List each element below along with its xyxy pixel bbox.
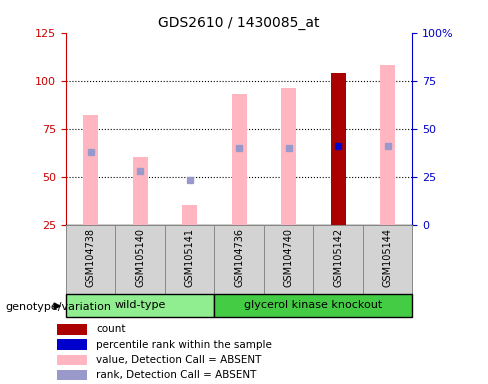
Text: GSM104740: GSM104740 bbox=[284, 228, 294, 287]
Text: value, Detection Call = ABSENT: value, Detection Call = ABSENT bbox=[96, 355, 262, 365]
Text: GSM105140: GSM105140 bbox=[135, 228, 145, 287]
Bar bbox=[57, 354, 87, 365]
Bar bbox=[57, 370, 87, 380]
Text: glycerol kinase knockout: glycerol kinase knockout bbox=[244, 300, 383, 310]
Text: GSM105142: GSM105142 bbox=[333, 228, 343, 287]
Bar bbox=[264, 225, 313, 294]
Bar bbox=[66, 294, 214, 317]
Text: genotype/variation: genotype/variation bbox=[5, 302, 111, 312]
Bar bbox=[83, 115, 98, 225]
Text: GSM105144: GSM105144 bbox=[383, 228, 393, 287]
Text: wild-type: wild-type bbox=[115, 300, 166, 310]
Text: GSM105141: GSM105141 bbox=[184, 228, 195, 287]
Bar bbox=[57, 339, 87, 350]
Text: GSM104736: GSM104736 bbox=[234, 228, 244, 287]
Bar bbox=[214, 225, 264, 294]
Bar bbox=[165, 225, 214, 294]
Bar bbox=[214, 294, 412, 317]
Text: count: count bbox=[96, 324, 125, 334]
Bar bbox=[363, 225, 412, 294]
Bar bbox=[380, 65, 395, 225]
Bar bbox=[182, 205, 197, 225]
Bar bbox=[232, 94, 246, 225]
Bar bbox=[133, 157, 147, 225]
Bar bbox=[313, 225, 363, 294]
Bar bbox=[115, 225, 165, 294]
Title: GDS2610 / 1430085_at: GDS2610 / 1430085_at bbox=[159, 16, 320, 30]
Text: GSM104738: GSM104738 bbox=[85, 228, 96, 287]
Bar bbox=[331, 73, 346, 225]
Bar bbox=[57, 324, 87, 334]
Text: rank, Detection Call = ABSENT: rank, Detection Call = ABSENT bbox=[96, 370, 257, 380]
Bar bbox=[281, 88, 296, 225]
Bar bbox=[66, 225, 115, 294]
Text: percentile rank within the sample: percentile rank within the sample bbox=[96, 339, 272, 349]
